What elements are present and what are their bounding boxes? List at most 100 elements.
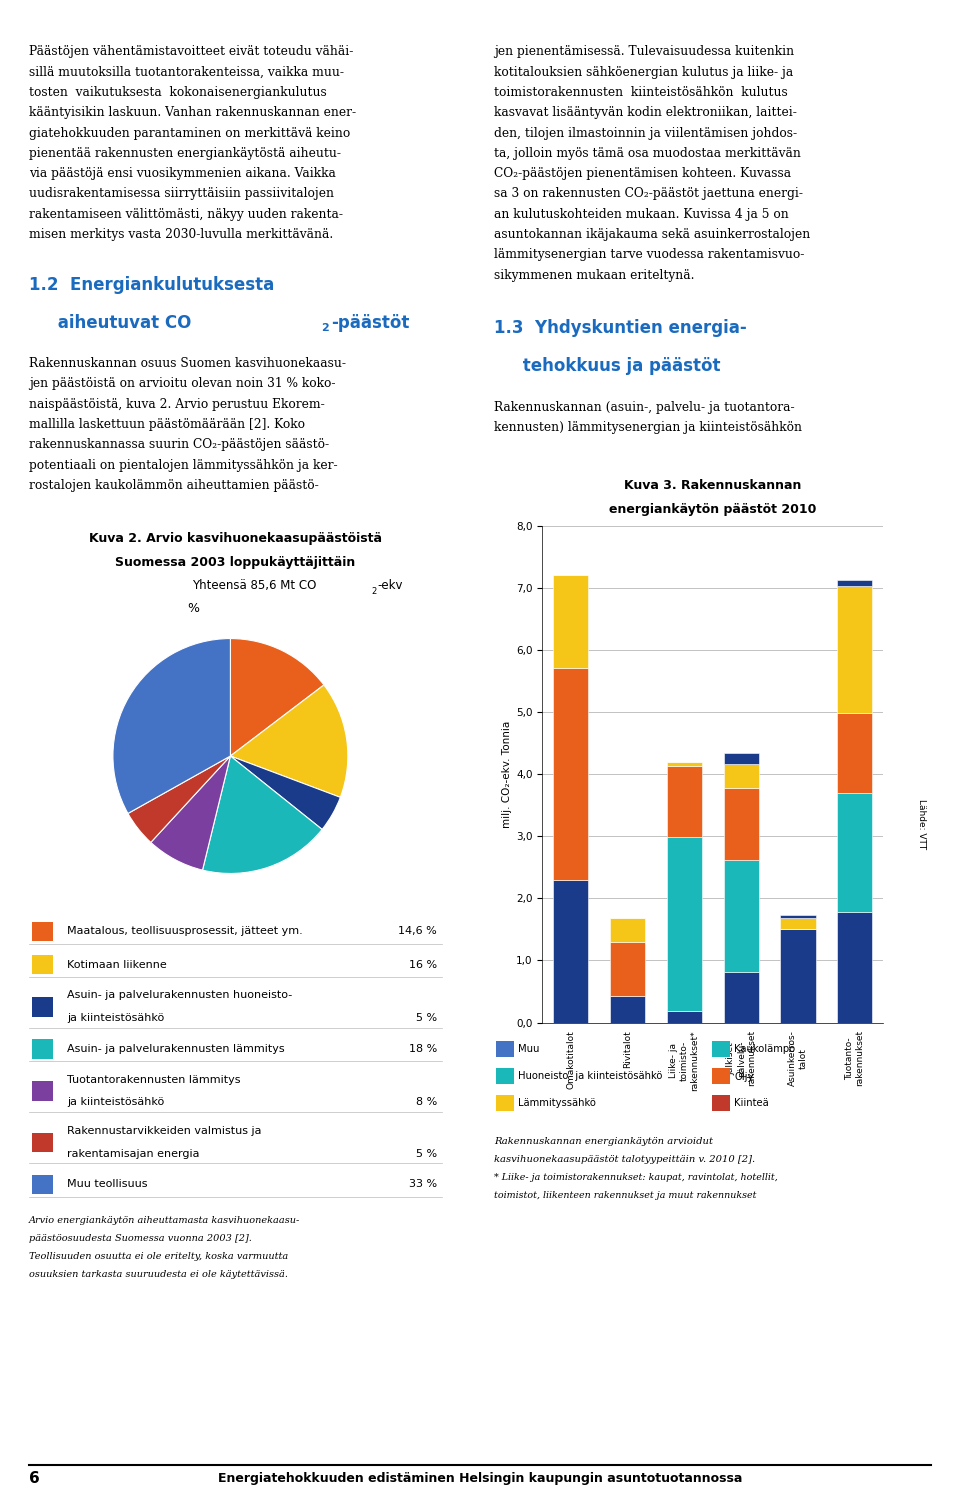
Text: Muu teollisuus: Muu teollisuus bbox=[67, 1179, 148, 1190]
Text: %: % bbox=[187, 601, 200, 614]
Text: mallilla laskettuun päästömäärään [2]. Koko: mallilla laskettuun päästömäärään [2]. K… bbox=[29, 417, 305, 431]
Text: sillä muutoksilla tuotantorakenteissa, vaikka muu-: sillä muutoksilla tuotantorakenteissa, v… bbox=[29, 66, 344, 78]
Text: Kotimaan liikenne: Kotimaan liikenne bbox=[67, 959, 167, 970]
Text: kasvavat lisääntyvän kodin elektroniikan, laittei-: kasvavat lisääntyvän kodin elektroniikan… bbox=[494, 105, 797, 119]
Text: aiheutuvat CO: aiheutuvat CO bbox=[29, 313, 191, 331]
Text: den, tilojen ilmastoinnin ja viilentämisen johdos-: den, tilojen ilmastoinnin ja viilentämis… bbox=[494, 127, 798, 140]
Text: Rakennuskannan energiankäytön arvioidut: Rakennuskannan energiankäytön arvioidut bbox=[494, 1137, 713, 1146]
Text: Lämmityssähkö: Lämmityssähkö bbox=[518, 1098, 596, 1108]
Text: an kulutuskohteiden mukaan. Kuvissa 4 ja 5 on: an kulutuskohteiden mukaan. Kuvissa 4 ja… bbox=[494, 208, 789, 221]
Bar bbox=[724, 764, 758, 788]
Bar bbox=[610, 997, 645, 1023]
Text: 33 %: 33 % bbox=[409, 1179, 437, 1190]
Text: Rakennuskannan osuus Suomen kasvihuonekaasu-: Rakennuskannan osuus Suomen kasvihuoneka… bbox=[29, 357, 346, 370]
Text: 1.3  Yhdyskuntien energia-: 1.3 Yhdyskuntien energia- bbox=[494, 319, 747, 337]
Text: energiankäytön päästöt 2010: energiankäytön päästöt 2010 bbox=[609, 503, 817, 517]
Text: 5 %: 5 % bbox=[416, 1149, 437, 1158]
Text: Öljy: Öljy bbox=[734, 1071, 754, 1081]
Text: Muu: Muu bbox=[518, 1044, 540, 1054]
Wedge shape bbox=[230, 685, 348, 797]
Text: lämmitysenergian tarve vuodessa rakentamisvuo-: lämmitysenergian tarve vuodessa rakentam… bbox=[494, 248, 804, 262]
Text: tosten  vaikutuksesta  kokonaisenergiankulutus: tosten vaikutuksesta kokonaisenergiankul… bbox=[29, 86, 326, 99]
Text: * Liike- ja toimistorakennukset: kaupat, ravintolat, hotellit,: * Liike- ja toimistorakennukset: kaupat,… bbox=[494, 1173, 779, 1182]
Wedge shape bbox=[128, 756, 230, 842]
Text: giatehokkuuden parantaminen on merkittävä keino: giatehokkuuden parantaminen on merkittäv… bbox=[29, 127, 350, 140]
Text: CO₂-päästöjen pienentämisen kohteen. Kuvassa: CO₂-päästöjen pienentämisen kohteen. Kuv… bbox=[494, 167, 792, 181]
Bar bbox=[553, 880, 588, 1023]
Text: rakennuskannassa suurin CO₂-päästöjen säästö-: rakennuskannassa suurin CO₂-päästöjen sä… bbox=[29, 438, 329, 452]
Text: Suomessa 2003 loppukäyttäjittäin: Suomessa 2003 loppukäyttäjittäin bbox=[115, 556, 355, 569]
Wedge shape bbox=[203, 756, 323, 873]
Bar bbox=[780, 929, 816, 1023]
Text: 1.2  Energiankulutuksesta: 1.2 Energiankulutuksesta bbox=[29, 276, 274, 294]
Bar bbox=[724, 860, 758, 971]
Bar bbox=[837, 580, 873, 586]
Text: 5 %: 5 % bbox=[416, 1014, 437, 1023]
Bar bbox=[667, 767, 702, 837]
Text: toimistorakennusten  kiinteistösähkön  kulutus: toimistorakennusten kiinteistösähkön kul… bbox=[494, 86, 788, 99]
Text: Rakennuskannan (asuin-, palvelu- ja tuotantora-: Rakennuskannan (asuin-, palvelu- ja tuot… bbox=[494, 401, 795, 414]
Bar bbox=[837, 792, 873, 913]
Text: Kaukolämpö: Kaukolämpö bbox=[734, 1044, 796, 1054]
Bar bbox=[610, 919, 645, 941]
Text: toimistot, liikenteen rakennukset ja muut rakennukset: toimistot, liikenteen rakennukset ja muu… bbox=[494, 1191, 756, 1200]
Text: Asuin- ja palvelurakennusten huoneisto-: Asuin- ja palvelurakennusten huoneisto- bbox=[67, 991, 293, 1000]
Text: 2: 2 bbox=[372, 586, 376, 595]
Text: uudisrakentamisessa siirryttäisiin passiivitalojen: uudisrakentamisessa siirryttäisiin passi… bbox=[29, 187, 334, 200]
Text: kotitalouksien sähköenergian kulutus ja liike- ja: kotitalouksien sähköenergian kulutus ja … bbox=[494, 66, 794, 78]
Text: asuntokannan ikäjakauma sekä asuinkerrostalojen: asuntokannan ikäjakauma sekä asuinkerros… bbox=[494, 227, 810, 241]
Text: Päästöjen vähentämistavoitteet eivät toteudu vähäi-: Päästöjen vähentämistavoitteet eivät tot… bbox=[29, 45, 353, 59]
Wedge shape bbox=[230, 639, 324, 756]
Text: Maatalous, teollisuusprosessit, jätteet ym.: Maatalous, teollisuusprosessit, jätteet … bbox=[67, 926, 303, 937]
Bar bbox=[553, 575, 588, 669]
Text: via päästöjä ensi vuosikymmenien aikana. Vaikka: via päästöjä ensi vuosikymmenien aikana.… bbox=[29, 167, 336, 181]
Text: ja kiinteistösähkö: ja kiinteistösähkö bbox=[67, 1098, 164, 1107]
Text: 16 %: 16 % bbox=[409, 959, 437, 970]
Text: Yhteensä 85,6 Mt CO: Yhteensä 85,6 Mt CO bbox=[192, 578, 317, 592]
Bar bbox=[780, 916, 816, 919]
Text: sikymmenen mukaan eriteltynä.: sikymmenen mukaan eriteltynä. bbox=[494, 268, 695, 282]
Text: sa 3 on rakennusten CO₂-päästöt jaettuna energi-: sa 3 on rakennusten CO₂-päästöt jaettuna… bbox=[494, 187, 804, 200]
Text: naispäästöistä, kuva 2. Arvio perustuu Ekorem-: naispäästöistä, kuva 2. Arvio perustuu E… bbox=[29, 398, 324, 411]
Text: 14,6 %: 14,6 % bbox=[398, 926, 437, 937]
Text: rakentamisajan energia: rakentamisajan energia bbox=[67, 1149, 200, 1158]
Bar bbox=[667, 762, 702, 767]
Text: Teollisuuden osuutta ei ole eritelty, koska varmuutta: Teollisuuden osuutta ei ole eritelty, ko… bbox=[29, 1251, 288, 1261]
Bar bbox=[553, 669, 588, 880]
Text: jen päästöistä on arvioitu olevan noin 31 % koko-: jen päästöistä on arvioitu olevan noin 3… bbox=[29, 376, 335, 390]
Text: -ekv: -ekv bbox=[377, 578, 403, 592]
Y-axis label: milj. CO₂-ekv. Tonnia: milj. CO₂-ekv. Tonnia bbox=[502, 720, 512, 828]
Text: 6: 6 bbox=[29, 1471, 39, 1486]
Text: rakentamiseen välittömästi, näkyy uuden rakenta-: rakentamiseen välittömästi, näkyy uuden … bbox=[29, 208, 343, 221]
Text: 18 %: 18 % bbox=[409, 1044, 437, 1054]
Text: Huoneisto- ja kiinteistösähkö: Huoneisto- ja kiinteistösähkö bbox=[518, 1071, 662, 1081]
Text: Kuva 2. Arvio kasvihuonekaasupäästöistä: Kuva 2. Arvio kasvihuonekaasupäästöistä bbox=[88, 532, 382, 545]
Text: Rakennustarvikkeiden valmistus ja: Rakennustarvikkeiden valmistus ja bbox=[67, 1126, 262, 1136]
Text: päästöosuudesta Suomessa vuonna 2003 [2].: päästöosuudesta Suomessa vuonna 2003 [2]… bbox=[29, 1233, 252, 1242]
Bar bbox=[724, 753, 758, 764]
Bar bbox=[610, 941, 645, 997]
Wedge shape bbox=[151, 756, 230, 870]
Text: -päästöt: -päästöt bbox=[331, 313, 410, 331]
Bar bbox=[837, 586, 873, 714]
Text: 2: 2 bbox=[322, 322, 329, 333]
Text: Kuva 3. Rakennuskannan: Kuva 3. Rakennuskannan bbox=[624, 479, 802, 492]
Text: Arvio energiankäytön aiheuttamasta kasvihuonekaasu-: Arvio energiankäytön aiheuttamasta kasvi… bbox=[29, 1215, 300, 1224]
Text: potentiaali on pientalojen lämmityssähkön ja ker-: potentiaali on pientalojen lämmityssähkö… bbox=[29, 458, 337, 471]
Text: Lähde: VTT: Lähde: VTT bbox=[917, 798, 926, 849]
Text: rostalojen kaukolämmön aiheuttamien päästö-: rostalojen kaukolämmön aiheuttamien pääs… bbox=[29, 479, 319, 492]
Text: Energiatehokkuuden edistäminen Helsingin kaupungin asuntotuotannossa: Energiatehokkuuden edistäminen Helsingin… bbox=[218, 1473, 742, 1485]
Text: ta, jolloin myös tämä osa muodostaa merkittävän: ta, jolloin myös tämä osa muodostaa merk… bbox=[494, 146, 802, 160]
Text: kasvihuonekaasupäästöt talotyypeittäin v. 2010 [2].: kasvihuonekaasupäästöt talotyypeittäin v… bbox=[494, 1155, 756, 1164]
Bar bbox=[837, 913, 873, 1023]
Text: kääntyisikin laskuun. Vanhan rakennuskannan ener-: kääntyisikin laskuun. Vanhan rakennuskan… bbox=[29, 105, 356, 119]
Bar bbox=[724, 788, 758, 860]
Wedge shape bbox=[230, 756, 341, 830]
Text: Tuotantorakennusten lämmitys: Tuotantorakennusten lämmitys bbox=[67, 1075, 241, 1084]
Text: misen merkitys vasta 2030-luvulla merkittävänä.: misen merkitys vasta 2030-luvulla merkit… bbox=[29, 227, 333, 241]
Text: osuuksien tarkasta suuruudesta ei ole käytettävissä.: osuuksien tarkasta suuruudesta ei ole kä… bbox=[29, 1270, 288, 1279]
Bar bbox=[667, 837, 702, 1012]
Text: 8 %: 8 % bbox=[416, 1098, 437, 1107]
Text: jen pienentämisessä. Tulevaisuudessa kuitenkin: jen pienentämisessä. Tulevaisuudessa kui… bbox=[494, 45, 795, 59]
Bar bbox=[724, 971, 758, 1023]
